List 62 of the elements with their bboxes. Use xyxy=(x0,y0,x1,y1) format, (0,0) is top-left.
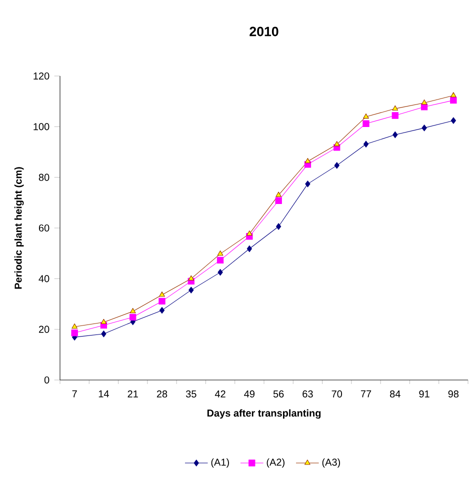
y-tick-label: 60 xyxy=(38,224,50,232)
point xyxy=(159,306,165,314)
x-tick-label: 49 xyxy=(244,390,255,398)
point xyxy=(450,96,457,104)
point xyxy=(450,117,456,124)
x-tick-label: 63 xyxy=(302,390,313,398)
x-tick-label: 98 xyxy=(448,390,459,398)
point xyxy=(450,92,456,98)
legend-label: (A2) xyxy=(266,458,284,468)
point xyxy=(130,314,136,321)
point xyxy=(246,230,252,236)
x-tick-label: 7 xyxy=(72,390,77,398)
point xyxy=(392,112,398,119)
point xyxy=(246,245,252,252)
point xyxy=(216,256,224,264)
point xyxy=(101,330,106,338)
point xyxy=(275,197,282,204)
y-tick-label: 120 xyxy=(34,72,50,80)
y-tick-label: 40 xyxy=(38,275,50,282)
x-tick-label: 56 xyxy=(273,390,284,398)
point xyxy=(276,192,282,197)
point xyxy=(130,308,136,314)
point xyxy=(420,104,428,110)
point xyxy=(362,120,370,127)
point xyxy=(422,124,427,132)
point xyxy=(363,140,369,148)
point xyxy=(392,131,398,138)
point xyxy=(334,162,340,169)
x-tick-label: 77 xyxy=(360,390,372,398)
point xyxy=(363,113,369,119)
x-tick-label: 91 xyxy=(419,390,430,398)
y-tick-label: 100 xyxy=(34,123,50,130)
point xyxy=(72,323,78,329)
point xyxy=(188,275,194,280)
y-tick-label: 0 xyxy=(44,376,50,384)
x-tick-label: 21 xyxy=(128,390,138,398)
x-tick-label: 35 xyxy=(186,390,196,398)
point xyxy=(276,223,282,230)
point xyxy=(71,330,78,336)
x-tick-label: 84 xyxy=(390,390,400,398)
point xyxy=(159,292,165,297)
x-tick-label: 42 xyxy=(214,390,226,398)
point xyxy=(421,100,428,105)
legend-label: (A3) xyxy=(322,458,340,468)
x-tick-label: 14 xyxy=(98,390,109,398)
y-tick-label: 80 xyxy=(38,174,50,181)
point xyxy=(305,180,310,188)
y-tick-label: 20 xyxy=(38,326,50,333)
legend-label: (A1) xyxy=(211,458,229,468)
point xyxy=(218,268,223,276)
point xyxy=(334,141,340,146)
point xyxy=(158,298,166,305)
x-tick-label: 70 xyxy=(332,390,342,398)
x-tick-label: 28 xyxy=(156,390,168,398)
point xyxy=(188,286,194,294)
y-axis-title: Periodic plant height (cm) xyxy=(14,167,24,289)
point xyxy=(304,158,311,164)
point xyxy=(100,318,107,324)
point xyxy=(392,105,398,110)
chart-title: 2010 xyxy=(250,26,278,36)
x-axis-title: Days after transplanting xyxy=(207,409,321,419)
point xyxy=(217,250,224,256)
